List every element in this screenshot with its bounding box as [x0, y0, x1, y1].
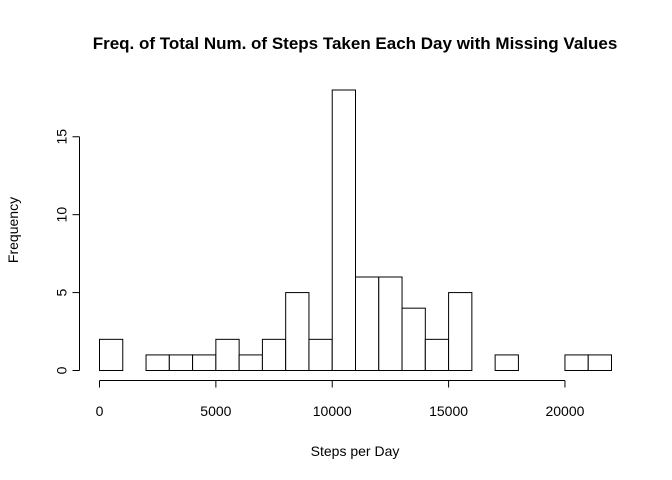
histogram-bar-2000-3000: [145, 354, 170, 371]
x-tick-label-5000: 5000: [200, 403, 231, 419]
y-axis-label: Frequency: [5, 197, 21, 263]
y-axis: 0 5 10 15: [54, 129, 80, 374]
y-tick-label-15: 15: [54, 129, 70, 145]
histogram-bar-10000-11000: [331, 89, 356, 371]
histogram-bar-5000-6000: [215, 338, 240, 372]
x-axis: 0 5000 10000 15000 20000: [96, 380, 585, 419]
histogram-bar-17000-18000: [494, 354, 519, 371]
y-tick-label-10: 10: [54, 207, 70, 223]
histogram-bar-11000-12000: [355, 276, 380, 371]
x-tick-label-0: 0: [96, 403, 104, 419]
histogram-bar-6000-7000: [238, 354, 263, 371]
x-axis-label: Steps per Day: [311, 443, 400, 459]
bars-group: [99, 89, 613, 372]
y-tick-label-5: 5: [54, 288, 70, 296]
histogram-bar-8000-9000: [285, 292, 310, 372]
histogram-bar-21000-22000: [587, 354, 613, 371]
x-tick-label-20000: 20000: [545, 403, 584, 419]
histogram-bar-14000-15000: [424, 338, 450, 372]
histogram-bar-0-1000: [99, 338, 124, 372]
histogram-bar-9000-10000: [308, 338, 333, 372]
histogram-bar-3000-4000: [168, 354, 194, 371]
histogram-bar-15000-16000: [448, 292, 473, 372]
histogram-bar-20000-21000: [564, 354, 589, 371]
x-tick-label-15000: 15000: [429, 403, 468, 419]
x-tick-label-10000: 10000: [313, 403, 352, 419]
y-tick-label-0: 0: [54, 366, 70, 374]
chart-title: Freq. of Total Num. of Steps Taken Each …: [93, 34, 618, 53]
histogram-bar-4000-5000: [192, 354, 217, 371]
histogram-bar-7000-8000: [261, 338, 287, 372]
histogram-bar-12000-13000: [378, 276, 403, 371]
histogram-bar-13000-14000: [401, 307, 426, 371]
